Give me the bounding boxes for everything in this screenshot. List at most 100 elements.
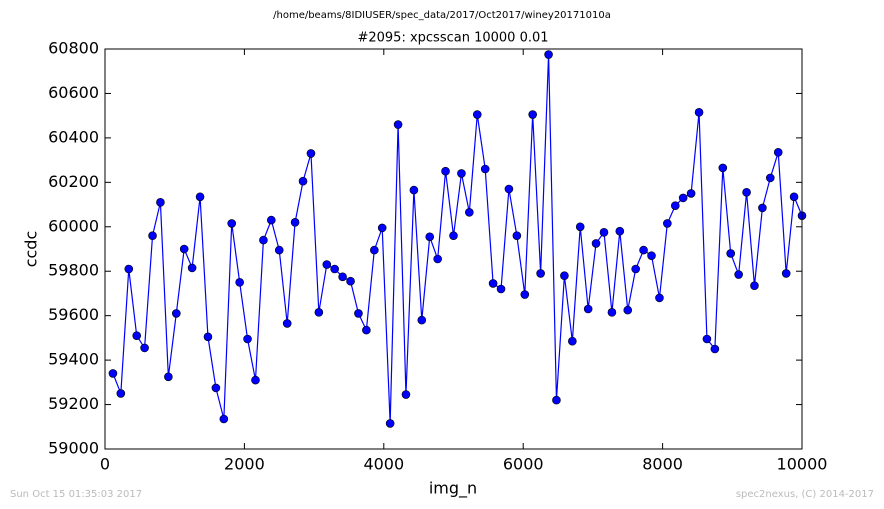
data-point <box>377 223 387 233</box>
data-point <box>694 108 704 117</box>
x-tick-label: 2000 <box>224 455 265 474</box>
data-point <box>599 228 609 237</box>
data-point <box>742 188 751 197</box>
y-tick-label: 60000 <box>48 216 99 235</box>
data-point <box>140 343 149 353</box>
data-point <box>560 271 569 280</box>
y-tick-label: 60200 <box>48 172 99 191</box>
footer-right: spec2nexus, (C) 2014-2017 <box>736 489 874 500</box>
suptitle: /home/beams/8IDIUSER/spec_data/2017/Oct2… <box>273 10 611 21</box>
data-point <box>726 249 735 258</box>
data-point <box>702 334 712 344</box>
y-axis-label: ccdc <box>22 231 41 268</box>
y-tick-label: 60800 <box>48 39 99 58</box>
data-point <box>385 419 395 428</box>
data-point <box>235 278 244 287</box>
data-point <box>306 149 316 158</box>
data-point <box>290 218 300 227</box>
data-point <box>686 189 696 198</box>
data-point <box>647 251 656 260</box>
data-point <box>480 164 490 174</box>
data-point <box>710 344 720 354</box>
data-point <box>187 263 197 273</box>
data-point <box>781 269 791 278</box>
data-point <box>631 264 640 274</box>
data-point <box>765 173 775 183</box>
x-tick-label: 0 <box>100 455 110 474</box>
data-point <box>282 319 292 328</box>
data-point <box>243 334 252 344</box>
data-point <box>211 383 221 393</box>
data-point <box>457 169 466 178</box>
y-tick-label: 59600 <box>48 305 99 324</box>
data-point <box>655 293 664 303</box>
data-point <box>520 290 530 299</box>
data-point <box>504 184 514 194</box>
data-point <box>179 244 189 254</box>
x-axis-label: img_n <box>429 479 477 499</box>
y-tick-label: 60600 <box>48 83 99 102</box>
data-point <box>750 281 759 290</box>
data-point <box>148 231 157 240</box>
data-point <box>789 192 799 202</box>
footer-left: Sun Oct 15 01:35:03 2017 <box>10 489 142 500</box>
data-point <box>417 315 427 325</box>
data-point <box>544 50 553 59</box>
data-point <box>425 232 435 242</box>
data-point <box>108 369 118 378</box>
data-point <box>536 269 545 278</box>
y-tick-label: 59400 <box>48 350 99 369</box>
x-tick-label: 4000 <box>363 455 404 474</box>
y-tick-label: 59800 <box>48 261 99 280</box>
data-point <box>575 222 585 232</box>
data-point <box>195 192 205 202</box>
data-point <box>773 148 783 157</box>
data-line <box>112 54 803 424</box>
data-point <box>338 272 347 282</box>
data-point <box>528 110 537 119</box>
data-point <box>267 215 276 225</box>
x-tick-label: 8000 <box>642 455 683 474</box>
data-point <box>449 231 458 240</box>
data-point <box>472 110 482 119</box>
data-point <box>552 395 561 405</box>
data-point <box>227 219 237 228</box>
data-point <box>623 305 633 315</box>
data-point <box>678 193 688 203</box>
data-point <box>591 239 601 248</box>
data-point <box>663 219 672 228</box>
data-point <box>251 375 260 385</box>
data-point <box>496 284 506 294</box>
data-point <box>346 276 355 286</box>
data-point <box>274 245 284 255</box>
data-point <box>409 185 419 195</box>
data-point <box>670 201 680 210</box>
data-point <box>322 260 332 269</box>
data-point <box>433 254 442 264</box>
data-point <box>734 270 743 279</box>
data-point <box>401 390 411 399</box>
data-point <box>298 176 308 186</box>
data-point <box>124 264 134 274</box>
data-point <box>330 264 339 274</box>
data-point <box>615 226 625 236</box>
data-point <box>164 372 173 382</box>
data-point <box>132 331 142 340</box>
data-point <box>441 166 450 176</box>
data-point <box>156 198 165 207</box>
y-tick-label: 59200 <box>48 394 99 413</box>
x-tick-label: 6000 <box>503 455 544 474</box>
data-point <box>354 309 363 318</box>
data-point <box>314 308 324 317</box>
data-point <box>259 235 268 245</box>
data-point <box>583 304 593 314</box>
data-point <box>488 279 498 288</box>
data-point <box>370 245 379 255</box>
chart-title: #2095: xpcsscan 10000 0.01 <box>357 31 548 46</box>
data-point <box>172 309 181 318</box>
data-point <box>607 308 617 317</box>
data-point <box>219 414 229 424</box>
data-point <box>639 245 648 255</box>
